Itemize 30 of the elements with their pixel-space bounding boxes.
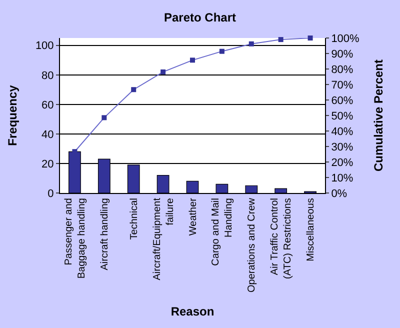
x-axis-title: Reason bbox=[170, 304, 214, 318]
x-tick-label: Weather bbox=[188, 197, 199, 236]
x-tick-label: Aircraft handling bbox=[99, 198, 110, 270]
x-tick-label: Cargo and Mail Handling bbox=[210, 198, 235, 266]
x-tick-label: Air Traffic Control (ATC) Restrictions bbox=[270, 198, 294, 279]
y2-tick-label: 30% bbox=[331, 141, 354, 154]
x-tick-label: Passenger and Baggage handling bbox=[63, 198, 88, 279]
y-tick-label: 20 bbox=[42, 158, 54, 170]
y-tick-label: 0 bbox=[48, 188, 54, 200]
y2-tick-label: 50% bbox=[331, 110, 354, 122]
y2-tick-label: 90% bbox=[331, 48, 354, 60]
y2-tick-label: 40% bbox=[331, 126, 354, 138]
y2-tick-label: 60% bbox=[331, 94, 354, 107]
y2-tick-label: 10% bbox=[331, 172, 354, 184]
y-tick-label: 80 bbox=[42, 70, 54, 82]
y2-tick-label: 70% bbox=[331, 79, 354, 92]
x-tick-label: Operations and Crew bbox=[246, 197, 258, 292]
y-axis-title: Frequency bbox=[6, 84, 20, 146]
x-tick-label: Aircraft/Equipment failure bbox=[152, 198, 176, 280]
y-tick-label: 60 bbox=[42, 99, 54, 112]
y2-tick-label: 20% bbox=[331, 156, 354, 169]
x-tick-label: Technical bbox=[128, 198, 140, 240]
y2-tick-label: 0% bbox=[331, 188, 348, 200]
y2-axis-title: Cumulative Percent bbox=[371, 59, 386, 172]
chart-title: Pareto Chart bbox=[164, 10, 236, 25]
y-tick-label: 100 bbox=[35, 40, 54, 52]
y-tick-label: 40 bbox=[42, 128, 54, 141]
y2-tick-label: 100% bbox=[331, 32, 360, 45]
y2-tick-label: 80% bbox=[331, 64, 354, 76]
x-tick-label: Miscellaneous bbox=[306, 198, 317, 262]
